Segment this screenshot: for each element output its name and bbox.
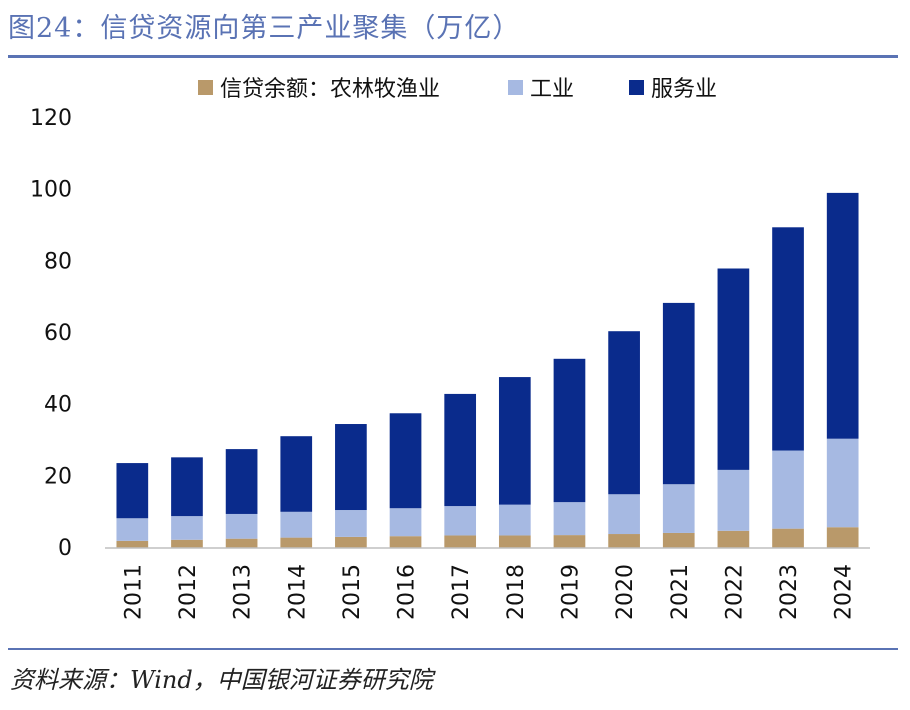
y-tick-label: 40 bbox=[44, 393, 72, 418]
bar-segment bbox=[389, 536, 422, 548]
y-tick-label: 120 bbox=[30, 106, 72, 131]
x-tick-label: 2017 bbox=[449, 564, 474, 620]
bar-segment bbox=[225, 449, 258, 514]
bar-segment bbox=[662, 302, 695, 485]
legend-swatch bbox=[508, 80, 523, 95]
x-tick-label: 2019 bbox=[558, 564, 583, 620]
x-tick-label: 2022 bbox=[722, 564, 747, 620]
bar-segment bbox=[444, 535, 477, 548]
bar-segment bbox=[772, 528, 804, 548]
legend-swatch bbox=[629, 80, 644, 95]
bar-segment bbox=[335, 536, 367, 548]
x-tick-label: 2021 bbox=[668, 564, 693, 620]
bar-segment bbox=[553, 502, 586, 536]
bar-segment bbox=[772, 227, 804, 451]
bar-segment bbox=[171, 516, 203, 540]
bar-segment bbox=[280, 537, 313, 548]
bar-segment bbox=[717, 530, 750, 548]
x-tick-label: 2016 bbox=[395, 564, 420, 620]
bar-segment bbox=[335, 424, 367, 511]
bar-segment bbox=[608, 331, 640, 495]
legend-label: 工业 bbox=[530, 77, 574, 102]
bar-segment bbox=[826, 438, 859, 528]
bar-segment bbox=[553, 535, 586, 548]
legend: 信贷余额：农林牧渔业 工业 服务业 bbox=[198, 77, 717, 102]
bar-segment bbox=[389, 413, 422, 509]
footer-rule bbox=[8, 648, 898, 650]
y-tick-label: 80 bbox=[44, 249, 72, 274]
bar-segment bbox=[717, 268, 750, 470]
bar-segment bbox=[116, 463, 149, 519]
bar-segment bbox=[280, 511, 313, 538]
x-tick-label: 2012 bbox=[176, 564, 201, 620]
bar-segment bbox=[171, 539, 203, 548]
x-tick-label: 2023 bbox=[777, 564, 802, 620]
bar-segment bbox=[498, 377, 531, 505]
x-tick-label: 2014 bbox=[285, 564, 310, 620]
chart-title: 图24：信贷资源向第三产业聚集（万亿） bbox=[8, 13, 521, 44]
legend-swatch bbox=[198, 80, 213, 95]
bar-segment bbox=[335, 510, 367, 537]
y-tick-label: 60 bbox=[44, 321, 72, 346]
bar-segment bbox=[116, 540, 149, 548]
legend-label: 信贷余额：农林牧渔业 bbox=[220, 77, 440, 102]
bars bbox=[116, 192, 859, 548]
legend-label: 服务业 bbox=[651, 77, 717, 102]
y-tick-label: 100 bbox=[30, 178, 72, 203]
y-tick-label: 20 bbox=[44, 464, 72, 489]
title-rule bbox=[8, 55, 898, 58]
x-tick-label: 2015 bbox=[340, 564, 365, 620]
bar-segment bbox=[116, 518, 149, 541]
bar-segment bbox=[225, 538, 258, 548]
x-tick-label: 2020 bbox=[613, 564, 638, 620]
bar-segment bbox=[717, 469, 750, 531]
bar-segment bbox=[608, 534, 640, 548]
source-note: 资料来源：Wind，中国银河证券研究院 bbox=[10, 666, 433, 694]
bar-segment bbox=[498, 504, 531, 536]
bar-segment bbox=[826, 192, 859, 439]
bar-segment bbox=[553, 358, 586, 503]
bar-segment bbox=[280, 436, 313, 512]
bar-segment bbox=[171, 457, 203, 517]
bar-segment bbox=[444, 506, 477, 536]
bar-segment bbox=[389, 508, 422, 537]
x-tick-label: 2018 bbox=[504, 564, 529, 620]
bar-segment bbox=[608, 494, 640, 535]
x-tick-label: 2011 bbox=[121, 564, 146, 620]
bar-segment bbox=[772, 450, 804, 529]
bar-segment bbox=[498, 535, 531, 548]
y-tick-label: 0 bbox=[58, 536, 72, 561]
x-tick-label: 2024 bbox=[832, 564, 857, 620]
bar-segment bbox=[225, 513, 258, 539]
x-axis: 2011 2012 2013 2014 2015 2016 2017 2018 2019 2020… bbox=[105, 547, 870, 620]
y-axis: 0 20 40 60 80 100 120 bbox=[30, 106, 72, 561]
bar-segment bbox=[662, 532, 695, 548]
x-tick-label: 2013 bbox=[231, 564, 256, 620]
bar-segment bbox=[444, 393, 477, 507]
bar-segment bbox=[662, 484, 695, 533]
stacked-bar-chart: 信贷余额：农林牧渔业 工业 服务业 0 20 40 60 80 100 120 2011 2012… bbox=[30, 77, 870, 620]
bar-segment bbox=[826, 527, 859, 548]
